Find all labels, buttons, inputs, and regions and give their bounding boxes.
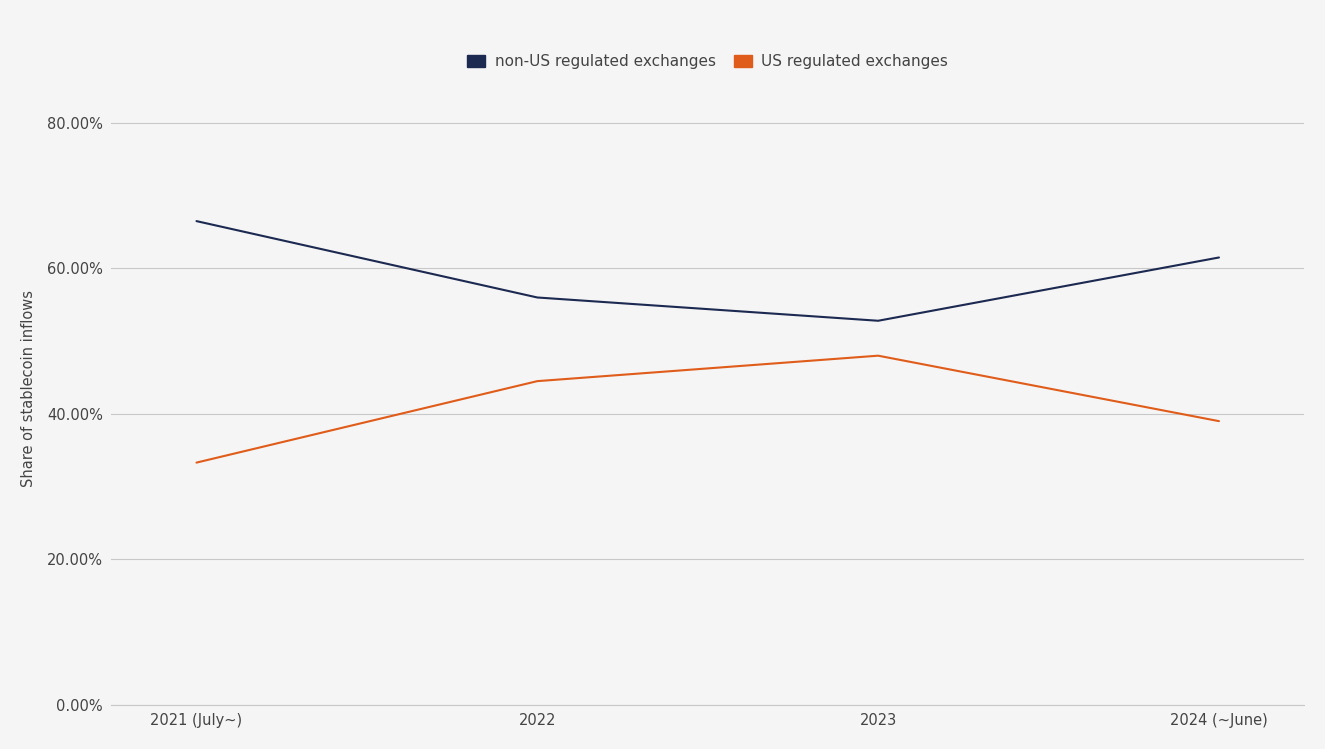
Y-axis label: Share of stablecoin inflows: Share of stablecoin inflows: [21, 290, 36, 487]
Legend: non-US regulated exchanges, US regulated exchanges: non-US regulated exchanges, US regulated…: [461, 48, 954, 75]
